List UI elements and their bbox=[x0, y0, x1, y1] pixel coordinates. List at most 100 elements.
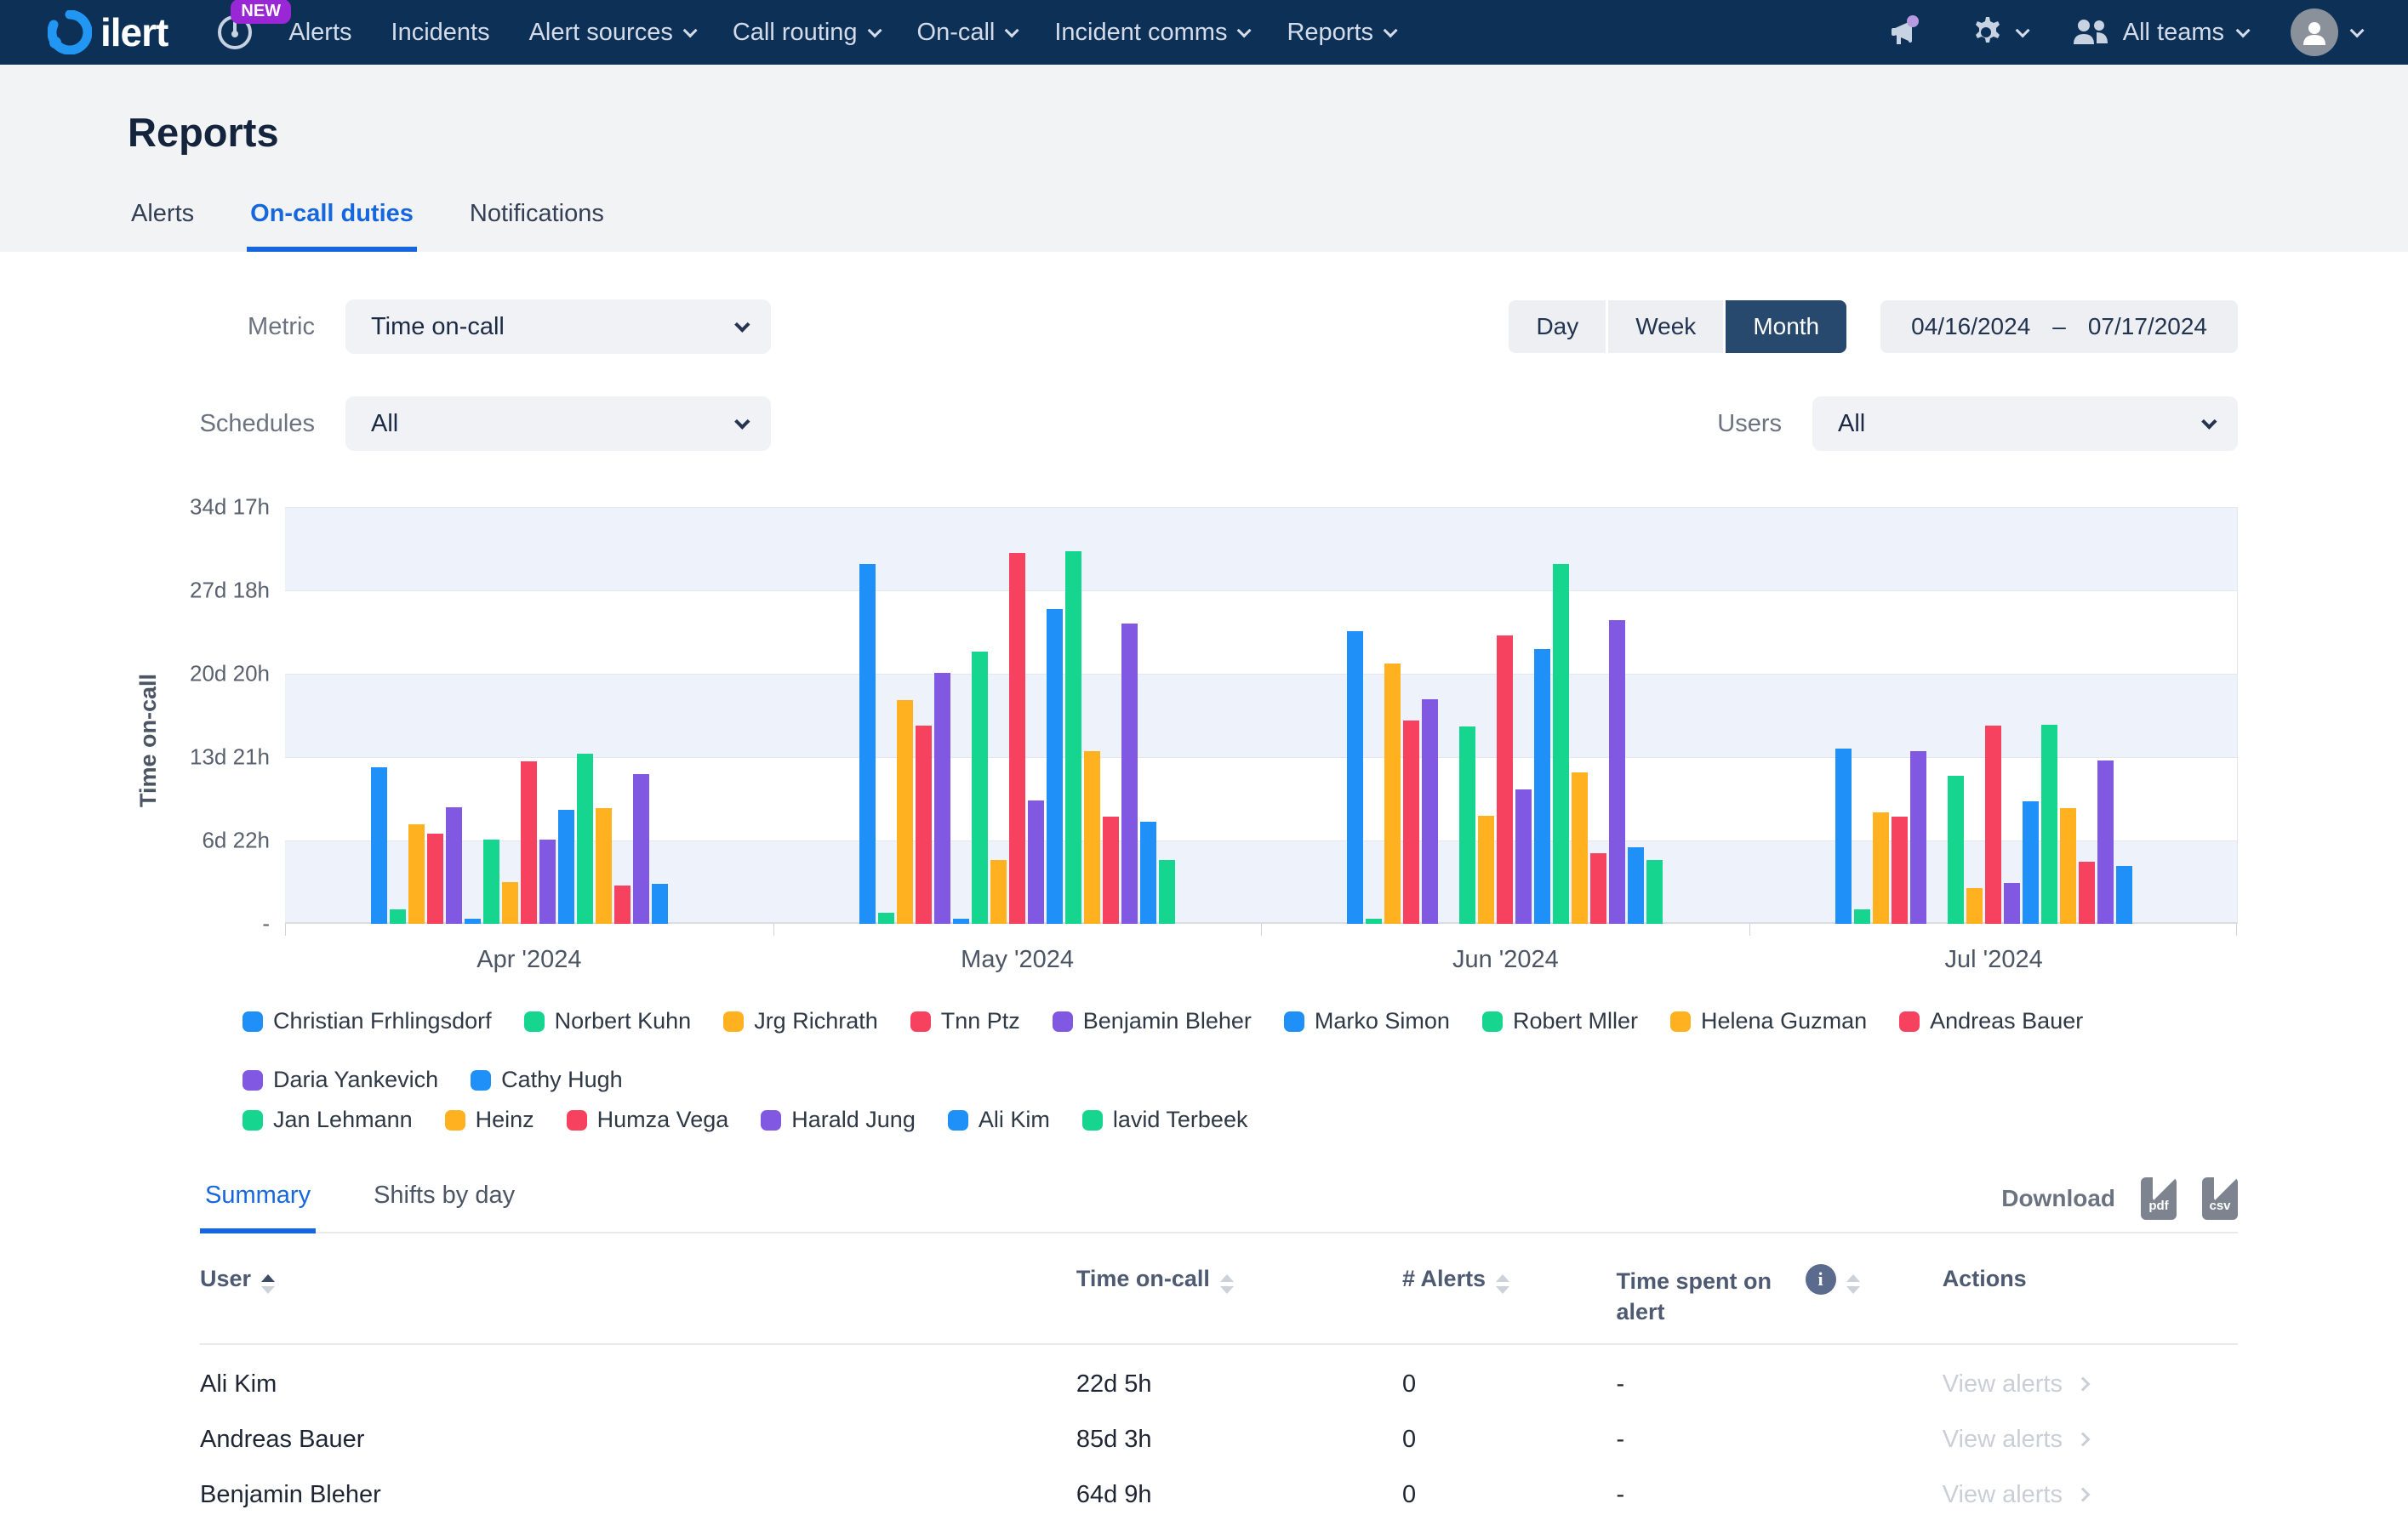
bar-tnn-ptz[interactable] bbox=[1892, 817, 1908, 924]
bar-robert-mller[interactable] bbox=[972, 652, 988, 924]
bar-humza-vega[interactable] bbox=[2079, 862, 2095, 924]
bar-benjamin-bleher[interactable] bbox=[934, 673, 950, 924]
tab-summary[interactable]: Summary bbox=[200, 1182, 316, 1233]
bar-marko-simon[interactable] bbox=[953, 919, 969, 924]
bar-helena-guzman[interactable] bbox=[990, 860, 1007, 924]
bar-benjamin-bleher[interactable] bbox=[1910, 751, 1926, 924]
bar-ali-kim[interactable] bbox=[652, 884, 668, 924]
bar-norbert-kuhn[interactable] bbox=[1854, 909, 1870, 924]
nav-item-incidents[interactable]: Incidents bbox=[391, 19, 490, 47]
users-select[interactable]: All bbox=[1812, 396, 2238, 451]
legend-item-andreas-bauer[interactable]: Andreas Bauer bbox=[1899, 1008, 2083, 1034]
nav-item-reports[interactable]: Reports bbox=[1287, 19, 1394, 47]
bar-jan-lehmann[interactable] bbox=[2041, 725, 2057, 924]
bar-heinz[interactable] bbox=[1572, 772, 1588, 924]
bar-lavid-terbeek[interactable] bbox=[1646, 860, 1663, 924]
range-button-week[interactable]: Week bbox=[1608, 300, 1723, 353]
bar-helena-guzman[interactable] bbox=[1478, 816, 1494, 924]
nav-item-incident-comms[interactable]: Incident comms bbox=[1054, 19, 1247, 47]
tab-alerts[interactable]: Alerts bbox=[128, 200, 197, 252]
bar-benjamin-bleher[interactable] bbox=[1422, 699, 1438, 924]
bar-andreas-bauer[interactable] bbox=[521, 761, 537, 924]
nav-item-alert-sources[interactable]: Alert sources bbox=[529, 19, 693, 47]
bar-marko-simon[interactable] bbox=[465, 919, 481, 924]
bar-christian-frhlingsdorf[interactable] bbox=[1347, 631, 1363, 924]
bar-tnn-ptz[interactable] bbox=[916, 726, 932, 924]
schedules-select[interactable]: All bbox=[345, 396, 771, 451]
legend-item-robert-mller[interactable]: Robert Mller bbox=[1482, 1008, 1638, 1034]
bar-christian-frhlingsdorf[interactable] bbox=[371, 767, 387, 924]
bar-ali-kim[interactable] bbox=[1628, 847, 1644, 924]
bar-humza-vega[interactable] bbox=[1103, 817, 1119, 924]
bar-jan-lehmann[interactable] bbox=[1553, 564, 1569, 925]
column-header-time-spent[interactable]: Time spent on alert i bbox=[1617, 1266, 1943, 1328]
settings-menu[interactable] bbox=[1968, 14, 2026, 50]
bar-heinz[interactable] bbox=[596, 808, 612, 924]
legend-item-jan-lehmann[interactable]: Jan Lehmann bbox=[243, 1107, 413, 1133]
tab-shifts-by-day[interactable]: Shifts by day bbox=[368, 1182, 520, 1233]
bar-jrg-richrath[interactable] bbox=[1384, 664, 1401, 924]
bar-christian-frhlingsdorf[interactable] bbox=[1835, 749, 1852, 924]
column-header-time-on-call[interactable]: Time on-call bbox=[1076, 1266, 1402, 1328]
legend-item-benjamin-bleher[interactable]: Benjamin Bleher bbox=[1053, 1008, 1252, 1034]
bar-benjamin-bleher[interactable] bbox=[446, 807, 462, 924]
column-header-user[interactable]: User bbox=[200, 1266, 1076, 1328]
bar-robert-mller[interactable] bbox=[483, 840, 499, 924]
legend-item-ali-kim[interactable]: Ali Kim bbox=[948, 1107, 1050, 1133]
bar-tnn-ptz[interactable] bbox=[427, 834, 443, 924]
bar-humza-vega[interactable] bbox=[1590, 853, 1606, 924]
info-icon[interactable]: i bbox=[1806, 1264, 1836, 1295]
bar-heinz[interactable] bbox=[1084, 751, 1100, 924]
metric-select[interactable]: Time on-call bbox=[345, 299, 771, 354]
bar-jrg-richrath[interactable] bbox=[1873, 812, 1889, 924]
legend-item-cathy-hugh[interactable]: Cathy Hugh bbox=[471, 1067, 623, 1093]
legend-item-norbert-kuhn[interactable]: Norbert Kuhn bbox=[524, 1008, 692, 1034]
bar-norbert-kuhn[interactable] bbox=[390, 909, 406, 924]
date-range-picker[interactable]: 04/16/2024 – 07/17/2024 bbox=[1880, 300, 2238, 353]
bar-harald-jung[interactable] bbox=[1609, 620, 1625, 924]
tab-on-call-duties[interactable]: On-call duties bbox=[247, 200, 417, 252]
bar-helena-guzman[interactable] bbox=[1966, 888, 1983, 924]
bar-cathy-hugh[interactable] bbox=[1047, 609, 1063, 924]
bar-harald-jung[interactable] bbox=[2097, 760, 2114, 924]
bar-daria-yankevich[interactable] bbox=[2004, 883, 2020, 924]
bar-lavid-terbeek[interactable] bbox=[1159, 860, 1175, 924]
bar-andreas-bauer[interactable] bbox=[1497, 635, 1513, 924]
bar-heinz[interactable] bbox=[2060, 808, 2076, 924]
download-pdf-button[interactable]: pdf bbox=[2141, 1177, 2177, 1220]
legend-item-humza-vega[interactable]: Humza Vega bbox=[567, 1107, 729, 1133]
legend-item-tnn-ptz[interactable]: Tnn Ptz bbox=[910, 1008, 1020, 1034]
legend-item-harald-jung[interactable]: Harald Jung bbox=[761, 1107, 916, 1133]
announcements-button[interactable] bbox=[1886, 14, 1924, 51]
teams-selector[interactable]: All teams bbox=[2070, 15, 2246, 49]
bar-harald-jung[interactable] bbox=[633, 774, 649, 924]
whats-new-button[interactable]: NEW bbox=[215, 13, 254, 52]
bar-harald-jung[interactable] bbox=[1121, 624, 1138, 924]
bar-cathy-hugh[interactable] bbox=[558, 810, 574, 924]
bar-tnn-ptz[interactable] bbox=[1403, 721, 1419, 924]
bar-jrg-richrath[interactable] bbox=[897, 700, 913, 924]
user-menu[interactable] bbox=[2291, 9, 2360, 56]
bar-andreas-bauer[interactable] bbox=[1985, 726, 2001, 924]
bar-jan-lehmann[interactable] bbox=[577, 754, 593, 924]
nav-item-alerts[interactable]: Alerts bbox=[288, 19, 351, 47]
bar-ali-kim[interactable] bbox=[2116, 866, 2132, 924]
legend-item-marko-simon[interactable]: Marko Simon bbox=[1284, 1008, 1450, 1034]
legend-item-heinz[interactable]: Heinz bbox=[445, 1107, 534, 1133]
bar-jrg-richrath[interactable] bbox=[408, 824, 425, 924]
bar-norbert-kuhn[interactable] bbox=[1366, 919, 1382, 924]
bar-humza-vega[interactable] bbox=[614, 886, 631, 924]
bar-andreas-bauer[interactable] bbox=[1009, 553, 1025, 924]
bar-jan-lehmann[interactable] bbox=[1065, 551, 1081, 924]
legend-item-helena-guzman[interactable]: Helena Guzman bbox=[1670, 1008, 1867, 1034]
tab-notifications[interactable]: Notifications bbox=[466, 200, 608, 252]
nav-item-on-call[interactable]: On-call bbox=[917, 19, 1016, 47]
bar-norbert-kuhn[interactable] bbox=[878, 913, 894, 924]
range-button-month[interactable]: Month bbox=[1726, 300, 1846, 353]
legend-item-christian-frhlingsdorf[interactable]: Christian Frhlingsdorf bbox=[243, 1008, 492, 1034]
ilert-logo[interactable]: ilert bbox=[48, 9, 168, 55]
bar-daria-yankevich[interactable] bbox=[1028, 800, 1044, 924]
bar-cathy-hugh[interactable] bbox=[2023, 801, 2039, 924]
nav-item-call-routing[interactable]: Call routing bbox=[733, 19, 878, 47]
range-button-day[interactable]: Day bbox=[1509, 300, 1606, 353]
